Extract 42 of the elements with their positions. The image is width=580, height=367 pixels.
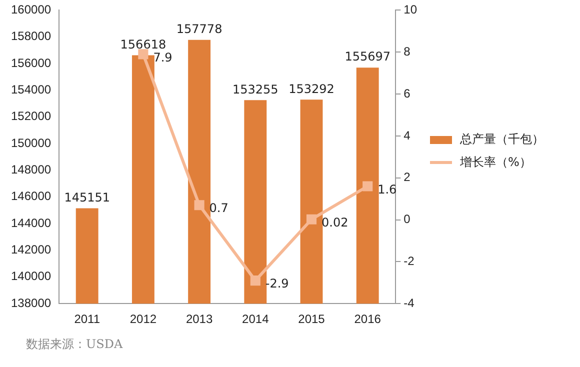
x-tick-label: 2014 [242,312,270,326]
point [138,49,148,60]
y-tick-label: 160000 [10,2,52,17]
legend-label: 总产量（千包） [460,131,544,148]
y2-tick-label: 4 [404,128,411,142]
data-label: 157778 [176,22,222,36]
y-tick-label: 142000 [10,242,52,257]
x-tick-label: 2015 [298,312,326,326]
data-label: 145151 [64,190,110,204]
data-label: 153255 [232,82,278,96]
y-tick-label: 156000 [10,56,52,70]
legend-label: 增长率（%） [460,154,532,171]
y2-tick-label: -4 [404,296,415,310]
y-tick-label: 152000 [10,109,52,124]
y-tick-label: 144000 [10,216,52,230]
data-label: 156618 [120,37,166,52]
y2-tick-label: -2 [404,254,415,268]
y-tick-label: 146000 [10,189,52,204]
data-label: 7.9 [153,50,172,64]
point [194,200,204,210]
y-tick-label: 154000 [10,82,52,97]
point [362,181,373,192]
y2-tick-label: 6 [404,86,411,100]
y-tick-label: 140000 [10,269,52,284]
y2-tick-label: 2 [404,170,411,184]
y-tick-label: 158000 [10,29,52,44]
y-tick-label: 148000 [10,162,52,177]
y2-tick-label: 0 [404,212,411,226]
x-tick-label: 2012 [130,312,157,326]
y2-tick-label: 10 [404,2,418,17]
data-label: 153292 [288,82,334,96]
point [306,214,317,224]
data-label: 155697 [344,50,391,64]
y-tick-label: 150000 [10,136,52,150]
source-note: 数据来源：USDA [26,336,123,353]
point [250,276,260,286]
x-tick-label: 2016 [354,312,382,326]
x-tick-label: 2013 [186,312,213,326]
y-tick-label: 138000 [10,296,52,310]
x-tick-label: 2011 [74,312,100,326]
data-label: 1.6 [378,182,397,196]
y2-tick-label: 8 [404,44,411,58]
